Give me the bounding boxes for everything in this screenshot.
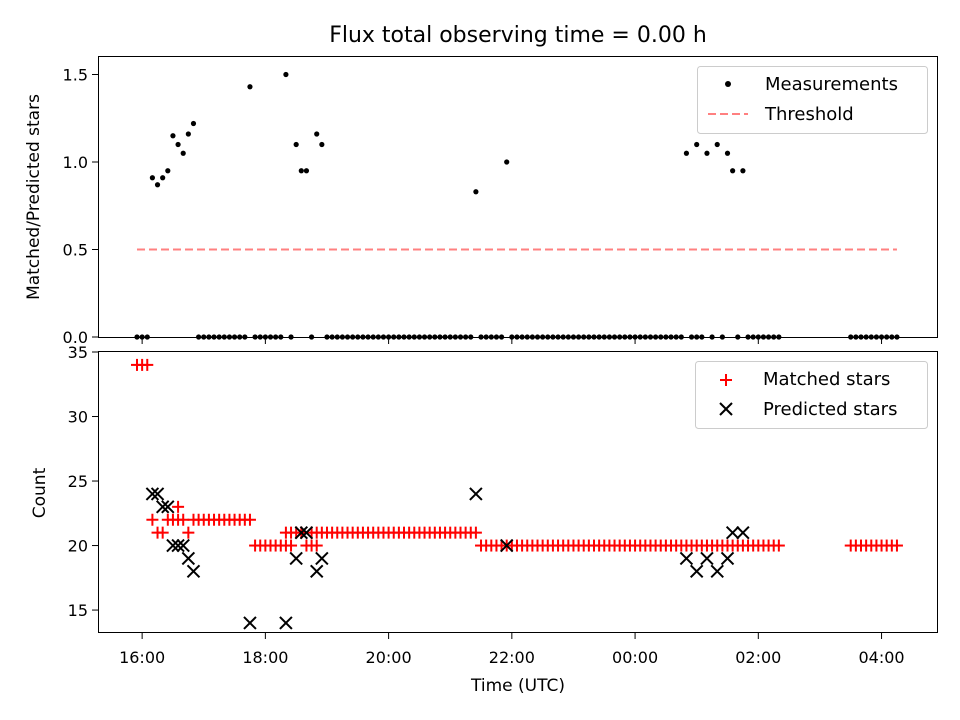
measurement-point — [319, 141, 325, 148]
measurement-point — [694, 141, 700, 148]
legend-predicted-marker — [719, 402, 733, 416]
measurement-point — [314, 131, 320, 137]
predicted-star-point — [155, 500, 170, 514]
bottom-ylabel: Count — [30, 467, 50, 518]
top-axes-frame — [98, 56, 938, 338]
matched-star-point — [182, 526, 195, 539]
predicted-star-point — [720, 551, 735, 566]
legend-matched-label: Matched stars — [763, 369, 890, 390]
matched-star-point — [146, 513, 159, 526]
predicted-star-point — [736, 525, 750, 540]
measurement-point — [247, 84, 253, 90]
bottom-x-axis: 16:00 18:00 20:00 22:00 00:00 02:00 04:00 — [119, 632, 905, 667]
top-ytick-label: 1.5 — [63, 66, 88, 85]
predicted-star-point — [689, 564, 704, 579]
chart-title: Flux total observing time = 0.00 h — [329, 23, 707, 48]
matched-star-point — [890, 539, 903, 552]
measurement-point — [175, 141, 181, 148]
measurement-point — [303, 168, 310, 174]
legend-predicted-label: Predicted stars — [763, 399, 897, 420]
measurement-point — [293, 141, 299, 148]
predicted-star-point — [279, 616, 293, 630]
predicted-star-point — [310, 564, 324, 579]
predicted-star-point — [166, 538, 180, 553]
bottom-legend: Matched stars Predicted stars — [695, 361, 928, 429]
predicted-star-point — [171, 538, 185, 553]
top-ylabel: Matched/Predicted stars — [24, 94, 44, 300]
predicted-star-point — [315, 551, 329, 566]
bottom-ytick-label: 25 — [68, 472, 88, 491]
bottom-ytick-label: 15 — [68, 601, 88, 620]
measurement-point — [730, 168, 736, 174]
top-y-axis: 0.0 0.5 1.0 1.5 — [63, 66, 99, 347]
matched-star-point — [285, 539, 298, 552]
top-ytick-label: 1.0 — [63, 153, 88, 172]
measurement-point — [704, 150, 710, 156]
bottom-ytick-label: 35 — [68, 343, 88, 362]
measurement-point — [165, 168, 171, 174]
measurement-point — [283, 71, 289, 78]
bottom-xtick-label: 22:00 — [489, 648, 535, 667]
bottom-xtick-label: 02:00 — [735, 648, 781, 667]
bottom-ytick-label: 20 — [68, 537, 88, 556]
predicted-star-point — [161, 500, 175, 514]
top-x-axis — [141, 337, 883, 344]
measurement-point — [724, 150, 731, 156]
measurement-point — [714, 141, 720, 148]
bottom-plot-area — [130, 358, 903, 630]
predicted-star-point — [710, 564, 724, 579]
predicted-star-point — [176, 538, 190, 553]
bottom-xtick-label: 00:00 — [612, 648, 658, 667]
bottom-ytick-label: 30 — [68, 408, 88, 427]
measurement-point — [149, 175, 156, 181]
measurement-point — [473, 189, 479, 195]
legend-threshold-label: Threshold — [764, 104, 854, 125]
matched-star-point — [177, 513, 190, 526]
measurement-point — [180, 150, 186, 156]
legend-measurements-marker — [725, 81, 731, 87]
bottom-xtick-label: 20:00 — [366, 648, 412, 667]
measurement-point — [154, 182, 161, 188]
bottom-xlabel: Time (UTC) — [470, 676, 565, 696]
measurement-point — [683, 150, 690, 156]
predicted-star-point — [679, 551, 694, 566]
predicted-star-point — [186, 564, 201, 579]
predicted-star-point — [181, 551, 196, 566]
bottom-axes-frame — [98, 351, 938, 633]
measurement-point — [170, 133, 176, 139]
predicted-star-point — [289, 551, 303, 566]
matched-star-point — [310, 539, 323, 552]
measurement-point — [190, 120, 197, 127]
top-legend: Measurements Threshold — [697, 66, 928, 134]
bottom-xtick-label: 18:00 — [242, 648, 288, 667]
matched-star-point — [141, 358, 154, 371]
bottom-xtick-label: 16:00 — [119, 648, 165, 667]
matched-star-point — [243, 513, 256, 526]
predicted-star-point — [150, 487, 165, 501]
bottom-y-axis: 15 20 25 30 35 — [68, 343, 99, 620]
legend-matched-marker — [720, 374, 732, 386]
matched-star-point — [469, 526, 482, 539]
legend-measurements-label: Measurements — [765, 74, 898, 95]
predicted-star-point — [145, 487, 160, 501]
bottom-xtick-label: 04:00 — [858, 648, 904, 667]
matched-star-point — [172, 500, 185, 513]
predicted-star-point — [725, 525, 740, 540]
predicted-star-point — [294, 525, 309, 540]
measurement-point — [504, 159, 510, 165]
top-ytick-label: 0.5 — [63, 241, 88, 260]
measurement-point — [298, 168, 304, 174]
predicted-star-point — [243, 616, 257, 630]
matched-star-point — [156, 526, 169, 539]
top-ytick-label: 0.0 — [63, 328, 88, 347]
predicted-star-point — [469, 487, 483, 501]
measurement-point — [160, 175, 166, 181]
measurement-point — [740, 168, 746, 174]
predicted-star-point — [700, 551, 714, 566]
matched-star-point — [772, 539, 785, 552]
predicted-star-point — [299, 525, 314, 540]
predicted-star-point — [499, 538, 514, 553]
measurement-point — [185, 131, 191, 137]
